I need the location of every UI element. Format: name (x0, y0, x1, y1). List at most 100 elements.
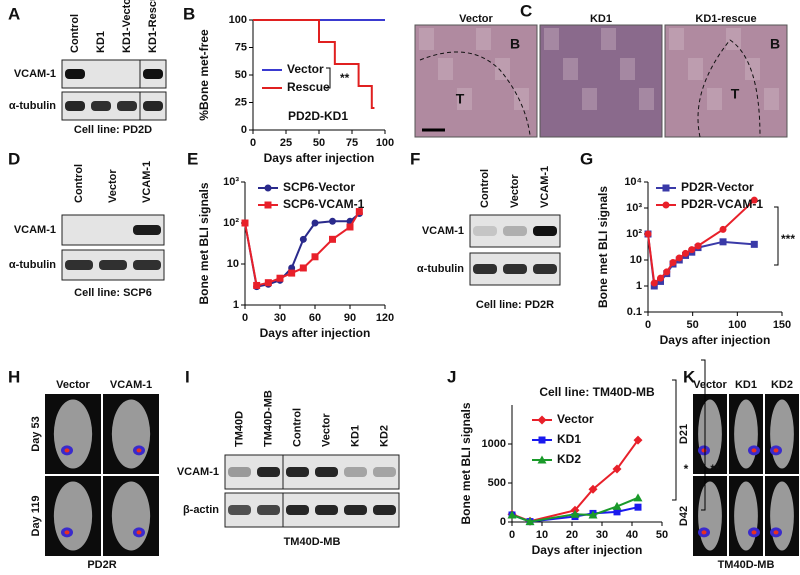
lane-label: Control (291, 408, 303, 447)
legend-label: SCP6-VCAM-1 (283, 197, 365, 211)
x-axis-label: Days after injection (532, 543, 643, 557)
y-axis-label: Bone met BLI signals (596, 186, 610, 308)
legend-label: PD2R-VCAM-1 (681, 197, 763, 211)
region-label: T (731, 86, 740, 102)
legend-marker (537, 455, 547, 464)
y-tick-label: 10² (626, 228, 642, 240)
column-label: Vector (56, 379, 90, 391)
row-label: Day 119 (30, 496, 42, 537)
x-tick-label: 100 (376, 137, 394, 149)
blot-band (344, 467, 367, 477)
y-tick-label: 100 (229, 14, 247, 26)
legend-label: KD1 (557, 432, 581, 446)
tissue-texture (457, 88, 472, 110)
panel-letter: D (8, 149, 20, 168)
y-axis-label: Bone met BLI signals (197, 182, 211, 304)
mouse-body (734, 399, 758, 469)
series-line (511, 496, 639, 523)
x-axis-label: Days after injection (264, 151, 375, 165)
legend-marker (662, 201, 670, 209)
x-tick-label: 10 (536, 529, 548, 541)
data-point (650, 279, 658, 287)
blot-band (286, 505, 309, 515)
blot-band (65, 101, 85, 111)
tissue-texture (601, 28, 616, 50)
lane-label: Control (479, 169, 491, 208)
bli-signal-core (773, 448, 779, 453)
data-point (719, 238, 727, 246)
blot-band (373, 505, 396, 515)
data-point (612, 501, 622, 510)
region-label: B (770, 36, 780, 52)
row-label: α-tubulin (417, 263, 464, 275)
data-point (663, 268, 671, 276)
blot-band (65, 69, 85, 79)
blot-band (473, 264, 497, 274)
histology-image (664, 24, 788, 138)
tissue-texture (563, 58, 578, 80)
image-title: Vector (459, 13, 493, 25)
x-tick-label: 0 (250, 137, 256, 149)
series-line (253, 19, 375, 109)
blot-caption: Cell line: PD2R (476, 299, 554, 311)
x-tick-label: 75 (346, 137, 358, 149)
data-point (570, 509, 580, 518)
x-tick-label: 0 (242, 312, 248, 324)
lane-label: KD1-Vector (121, 0, 133, 53)
data-point (634, 503, 642, 511)
legend-marker (662, 184, 670, 192)
legend-label: Rescue (287, 80, 330, 94)
panel-letter: F (410, 149, 420, 168)
x-tick-label: 0 (509, 529, 515, 541)
blot-band (533, 226, 557, 236)
region-label: T (456, 91, 465, 107)
data-point (311, 253, 319, 261)
bli-signal-core (64, 448, 70, 453)
data-point (329, 217, 336, 225)
row-label: β-actin (183, 504, 219, 516)
blot-band (143, 69, 163, 79)
y-tick-label: 500 (488, 477, 506, 489)
annotation: PD2D-KD1 (288, 109, 348, 123)
mouse-body (770, 481, 794, 551)
y-axis-label: Bone met BLI signals (459, 402, 473, 524)
blot-band (99, 260, 127, 270)
lane-label: KD1 (349, 425, 361, 447)
tissue-texture (620, 58, 635, 80)
histology-image (539, 24, 663, 138)
tissue-texture (582, 88, 597, 110)
legend-label: Vector (557, 412, 594, 426)
blot-caption: Cell line: SCP6 (74, 287, 152, 299)
lane-label: KD1 (95, 31, 107, 53)
blot-band (143, 101, 163, 111)
data-point (264, 279, 272, 287)
lane-label: VCAM-1 (539, 166, 551, 208)
annotation: * (684, 462, 689, 476)
annotation: ** (340, 71, 350, 85)
x-axis-label: Days after injection (260, 326, 371, 340)
image-title: KD1-rescue (695, 13, 756, 25)
data-point (346, 223, 354, 231)
lane-label: VCAM-1 (141, 161, 153, 203)
y-tick-label: 10² (223, 217, 239, 229)
x-tick-label: 30 (596, 529, 608, 541)
data-point (633, 493, 643, 502)
blot-caption: Cell line: PD2D (74, 124, 152, 136)
data-point (588, 484, 598, 494)
y-tick-label: 1000 (482, 438, 506, 450)
panel-letter: A (8, 4, 20, 23)
legend-label: SCP6-Vector (283, 180, 355, 194)
row-label: VCAM-1 (14, 224, 56, 236)
series-line (244, 212, 360, 288)
blot-band (257, 467, 280, 477)
data-point (750, 240, 758, 248)
data-point (299, 264, 307, 272)
panel-letter: C (520, 1, 532, 20)
x-tick-label: 150 (773, 319, 791, 331)
legend-label: PD2R-Vector (681, 180, 754, 194)
y-tick-label: 25 (235, 96, 247, 108)
panel-letter: B (183, 4, 195, 23)
blot-band (91, 101, 111, 111)
x-tick-label: 50 (656, 529, 668, 541)
blot-band (65, 260, 93, 270)
